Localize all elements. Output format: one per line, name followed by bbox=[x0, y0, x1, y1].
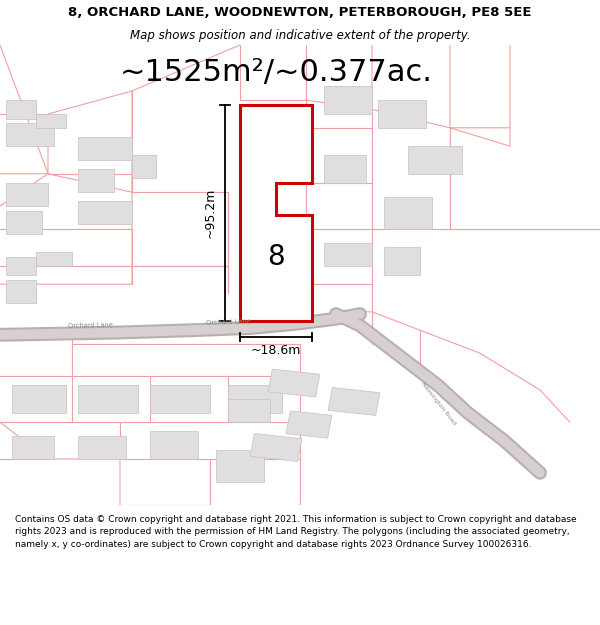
Polygon shape bbox=[240, 105, 312, 321]
Bar bbox=[78, 169, 114, 192]
Bar bbox=[6, 183, 48, 206]
Bar bbox=[12, 386, 66, 413]
Bar bbox=[268, 369, 320, 397]
Bar bbox=[78, 436, 126, 459]
Text: Contains OS data © Crown copyright and database right 2021. This information is : Contains OS data © Crown copyright and d… bbox=[15, 514, 577, 549]
Text: ~18.6m: ~18.6m bbox=[251, 344, 301, 357]
Bar bbox=[384, 248, 420, 275]
Bar bbox=[324, 156, 366, 183]
Text: ~1525m²/~0.377ac.: ~1525m²/~0.377ac. bbox=[119, 58, 433, 87]
Bar bbox=[78, 137, 132, 160]
Bar bbox=[132, 156, 156, 178]
Bar bbox=[378, 100, 426, 127]
Bar bbox=[150, 431, 198, 459]
Bar bbox=[6, 211, 42, 234]
Bar bbox=[408, 146, 462, 174]
Bar bbox=[228, 399, 270, 422]
Bar bbox=[6, 100, 36, 119]
Bar bbox=[324, 86, 372, 114]
Bar bbox=[324, 242, 372, 266]
Bar bbox=[12, 436, 54, 459]
Text: 8, ORCHARD LANE, WOODNEWTON, PETERBOROUGH, PE8 5EE: 8, ORCHARD LANE, WOODNEWTON, PETERBOROUG… bbox=[68, 6, 532, 19]
Text: ~95.2m: ~95.2m bbox=[203, 188, 217, 238]
Bar bbox=[6, 123, 54, 146]
Bar bbox=[36, 252, 72, 266]
Bar bbox=[228, 386, 282, 413]
Bar bbox=[78, 201, 132, 224]
Text: Nassington Road: Nassington Road bbox=[420, 381, 456, 426]
Text: Orchard Lane: Orchard Lane bbox=[67, 322, 113, 329]
Bar bbox=[328, 388, 380, 416]
Text: Map shows position and indicative extent of the property.: Map shows position and indicative extent… bbox=[130, 29, 470, 42]
Bar bbox=[150, 386, 210, 413]
Bar bbox=[36, 114, 66, 128]
Text: 8: 8 bbox=[267, 242, 285, 271]
Bar bbox=[78, 386, 138, 413]
Bar bbox=[286, 411, 332, 438]
Bar bbox=[384, 197, 432, 229]
Text: Orchard Lane: Orchard Lane bbox=[205, 318, 251, 326]
Bar bbox=[6, 257, 36, 275]
Bar bbox=[6, 279, 36, 302]
Bar bbox=[250, 434, 302, 461]
Bar bbox=[216, 450, 264, 482]
